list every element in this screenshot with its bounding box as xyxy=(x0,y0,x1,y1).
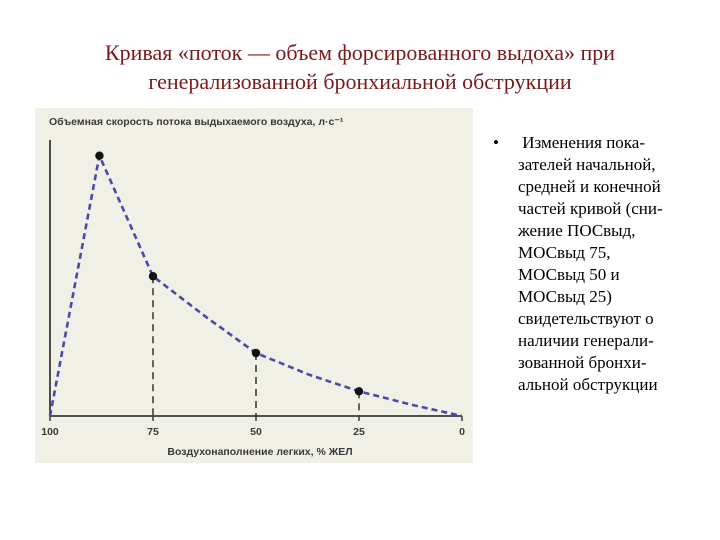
bullet-line: частей кривой (сни- xyxy=(518,199,663,218)
bullet-marker: • xyxy=(493,133,499,152)
bullet-line: средней и конечной xyxy=(518,177,661,196)
x-tick-label: 50 xyxy=(250,426,262,438)
data-point xyxy=(251,348,261,358)
data-point xyxy=(354,387,364,396)
data-point xyxy=(148,272,158,281)
flow-volume-curve xyxy=(48,154,463,418)
bullet-line: зателей начальной, xyxy=(518,155,656,174)
slide-title: Кривая «поток — объем форсированного выд… xyxy=(40,38,680,96)
title-line-2: генерализованной бронхиальной обструкции xyxy=(148,69,572,94)
bullet-line: МОСвыд 25) xyxy=(518,287,612,306)
title-line-1: Кривая «поток — объем форсированного выд… xyxy=(104,40,616,65)
flow-volume-chart: Объемная скорость потока выдыхаемого воз… xyxy=(35,108,473,463)
bullet-line: Изменения пока- xyxy=(518,133,646,152)
x-tick-label: 100 xyxy=(41,426,59,438)
bullet-line: зованной бронхи- xyxy=(518,353,647,372)
bullet-text: Изменения пока- зателей начальной, средн… xyxy=(518,132,703,396)
x-axis-title: Воздухонаполнение легких, % ЖЕЛ xyxy=(167,446,352,458)
bullet-line: наличии генерали- xyxy=(518,331,654,350)
chart-canvas: Объемная скорость потока выдыхаемого воз… xyxy=(41,116,465,458)
bullet-line: свидетельствуют о xyxy=(518,309,654,328)
x-tick-label: 0 xyxy=(459,426,465,438)
bullet-line: МОСвыд 75, xyxy=(518,243,611,262)
bullet-line: жение ПОСвыд, xyxy=(518,221,636,240)
plot-layer: 100 75 50 25 0 xyxy=(41,140,465,438)
data-point xyxy=(95,151,104,160)
bullet-line: альной обструкции xyxy=(518,375,658,394)
x-tick-label: 25 xyxy=(353,426,365,438)
bullet-line: МОСвыд 50 и xyxy=(518,265,620,284)
x-tick-label: 75 xyxy=(147,426,159,438)
y-axis-title: Объемная скорость потока выдыхаемого воз… xyxy=(49,116,344,128)
